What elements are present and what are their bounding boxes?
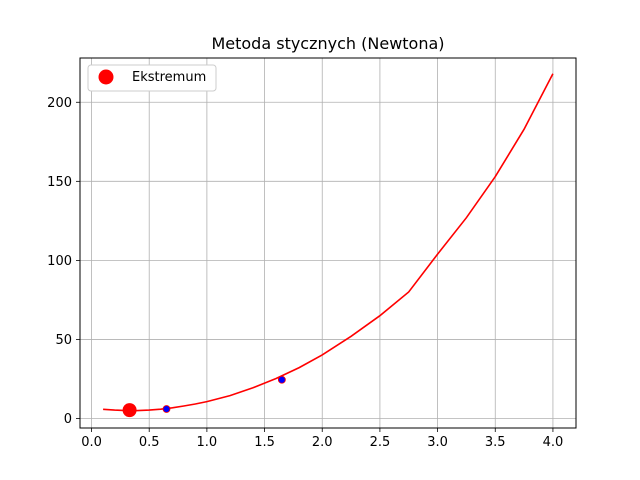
y-tick-label: 0	[64, 412, 72, 427]
iteration-point	[162, 405, 171, 413]
y-tick-label: 50	[55, 333, 72, 348]
x-tick-label: 3.0	[427, 435, 448, 450]
plot-area	[103, 73, 554, 418]
legend-box	[87, 64, 217, 92]
legend-label-extremum: Ekstremum	[132, 70, 206, 85]
grid	[80, 58, 576, 428]
x-tick-label: 3.5	[485, 435, 506, 450]
legend-marker-extremum	[98, 69, 114, 85]
function-curve	[103, 73, 554, 412]
x-tick-label: 1.5	[254, 435, 275, 450]
iteration-point	[277, 375, 286, 384]
ticks: 0.0 0.5 1.0 1.5 2.0 2.5 3.0 3.5 4.0 0 50 100 150 200	[47, 96, 563, 450]
extremum-point	[122, 403, 137, 418]
chart-title: Metoda stycznych (Newtona)	[211, 34, 444, 53]
x-tick-label: 0.5	[139, 435, 160, 450]
x-tick-label: 4.0	[543, 435, 564, 450]
y-tick-label: 100	[47, 254, 72, 269]
x-tick-label: 2.0	[312, 435, 333, 450]
y-tick-label: 150	[47, 175, 72, 190]
legend: Ekstremum	[87, 64, 217, 92]
x-tick-label: 2.5	[370, 435, 391, 450]
x-tick-label: 0.0	[81, 435, 102, 450]
x-tick-label: 1.0	[197, 435, 218, 450]
axes-frame	[79, 57, 577, 429]
y-tick-label: 200	[47, 96, 72, 111]
